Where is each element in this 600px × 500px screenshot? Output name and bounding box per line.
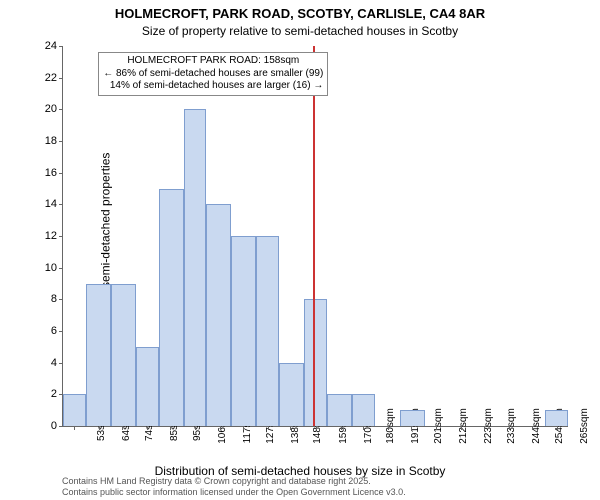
y-tick-mark [59,141,63,142]
y-tick-mark [59,204,63,205]
y-tick-mark [59,173,63,174]
annotation-line: HOLMECROFT PARK ROAD: 158sqm [103,55,323,68]
annotation-line: ← 86% of semi-detached houses are smalle… [103,68,323,81]
histogram-bar [159,189,184,427]
attribution-line1: Contains HM Land Registry data © Crown c… [62,476,406,487]
plot-area: 02468101214161820222453sqm64sqm74sqm85sq… [62,46,568,427]
histogram-bar [304,299,327,426]
marker-annotation: HOLMECROFT PARK ROAD: 158sqm← 86% of sem… [98,52,328,96]
y-tick-mark [59,78,63,79]
y-tick-mark [59,268,63,269]
histogram-bar [231,236,256,426]
y-tick-mark [59,109,63,110]
marker-line [313,46,315,426]
histogram-bar [63,394,86,426]
histogram-bar [400,410,425,426]
histogram-bar [279,363,304,426]
histogram-bar [352,394,375,426]
attribution-line2: Contains public sector information licen… [62,487,406,498]
histogram-bar [86,284,111,427]
y-tick-mark [59,299,63,300]
chart-title-main: HOLMECROFT, PARK ROAD, SCOTBY, CARLISLE,… [0,6,600,21]
histogram-bar [206,204,231,426]
histogram-bar [136,347,159,426]
y-tick-mark [59,236,63,237]
histogram-bar [111,284,136,427]
histogram-bar [545,410,568,426]
attribution-text: Contains HM Land Registry data © Crown c… [62,476,406,498]
histogram-bar [327,394,352,426]
histogram-bar [184,109,207,426]
y-tick-mark [59,46,63,47]
y-tick-mark [59,363,63,364]
annotation-line: 14% of semi-detached houses are larger (… [103,80,323,93]
y-tick-mark [59,426,63,427]
y-tick-mark [59,331,63,332]
histogram-bar [256,236,279,426]
chart-container: HOLMECROFT, PARK ROAD, SCOTBY, CARLISLE,… [0,0,600,500]
chart-title-sub: Size of property relative to semi-detach… [0,24,600,38]
